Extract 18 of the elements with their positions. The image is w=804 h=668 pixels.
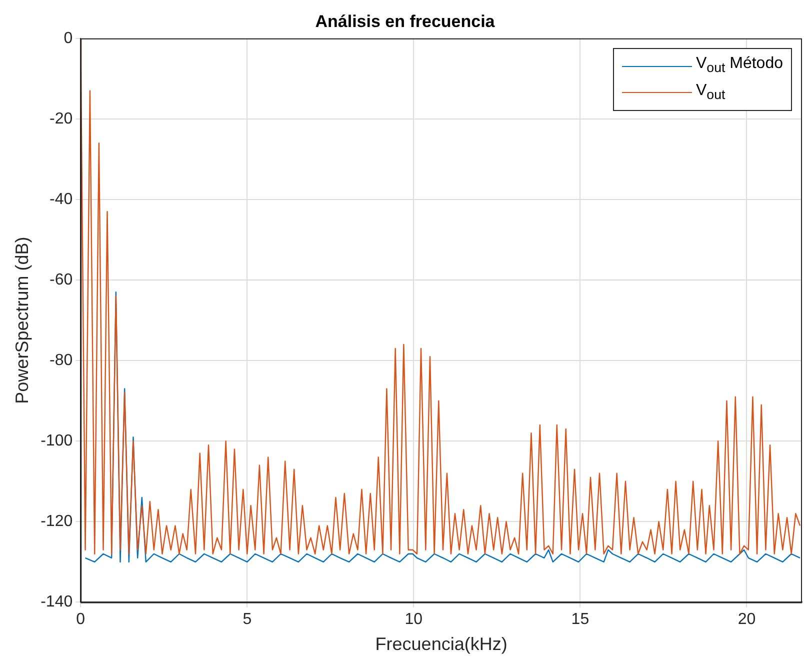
y-tick-label: -100 — [40, 432, 73, 450]
y-axis-title: PowerSpectrum (dB) — [12, 236, 32, 404]
x-tick-label: 0 — [76, 611, 86, 628]
y-tick-label: -140 — [40, 594, 73, 611]
y-tick-label: -40 — [50, 190, 73, 208]
chart-title: Análisis en frecuencia — [315, 12, 496, 31]
y-tick-label: -80 — [50, 352, 73, 369]
y-tick-label: -120 — [40, 513, 73, 530]
x-tick-label: 15 — [571, 611, 590, 628]
x-tick-label: 10 — [404, 611, 423, 628]
x-tick-label: 20 — [738, 611, 756, 628]
y-tick-label: 0 — [64, 30, 73, 47]
x-axis-title: Frecuencia(kHz) — [375, 634, 508, 654]
x-tick-label: 5 — [242, 611, 252, 628]
legend-label: V$_{out}$ Método — [696, 54, 783, 78]
legend-label: V$_{out}$ — [696, 80, 726, 104]
y-tick-label: -20 — [50, 110, 73, 128]
y-tick-label: -60 — [50, 271, 73, 288]
